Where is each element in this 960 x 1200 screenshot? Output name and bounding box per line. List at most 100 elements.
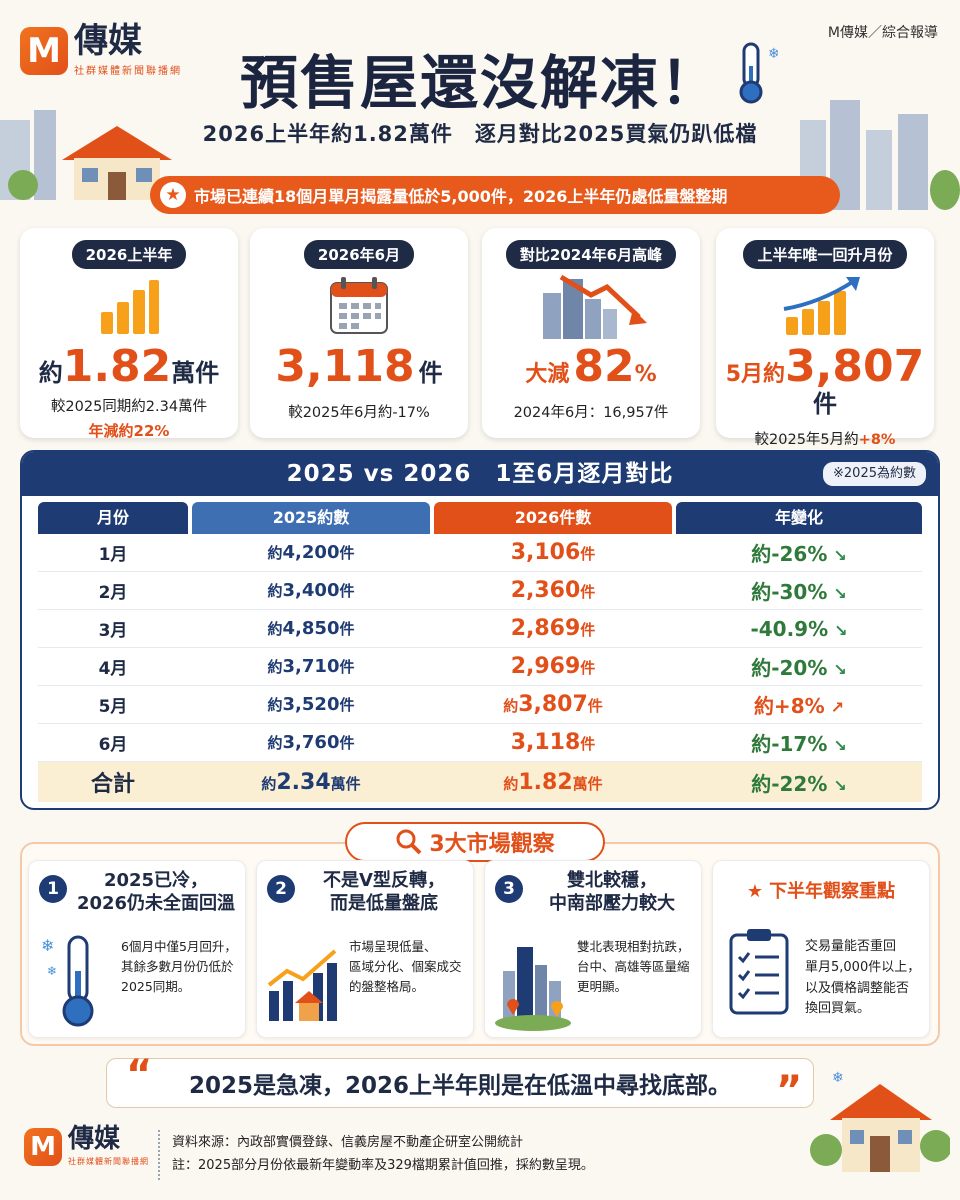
svg-text:❄: ❄ [47, 964, 57, 978]
cell-2026: 2,360件 [434, 578, 672, 603]
approx-prefix: 約 [261, 774, 277, 793]
stat-value: 82 [573, 341, 635, 392]
observation-title: 2025已冷， 2026仍未全面回溫 [73, 869, 239, 916]
footer-note-text: 註：2025部分月份依最新年變動率及329檔期累計值回推，採約數呈現。 [172, 1157, 594, 1173]
column-header-2025: 2025約數 [192, 502, 430, 534]
stat-unit: 件 [813, 390, 837, 419]
value-2026: 3,106 [510, 540, 581, 565]
stat-tag: 2026上半年 [71, 240, 187, 269]
unit: 件 [339, 620, 355, 638]
unit: 件 [339, 696, 355, 714]
observation-body: 市場呈現低量、 區域分化、個案成交 的盤整格局。 [349, 937, 465, 997]
logo-mark: M [20, 26, 68, 75]
cell-change: 約-30% ↘ [676, 576, 922, 605]
observation-body-line: 2025同期。 [121, 979, 191, 994]
cell-2026: 3,106件 [434, 540, 672, 565]
observation-title-line2: 而是低量盤底 [330, 893, 438, 915]
observation-body-line: 6個月中僅5月回升， [121, 939, 237, 954]
observation-title: 不是V型反轉， 而是低量盤底 [301, 869, 467, 916]
cell-2026: 2,869件 [434, 616, 672, 641]
observation-body-line: 雙北表現相對抗跌， [577, 939, 690, 954]
unit: 件 [580, 545, 596, 563]
observation-number: 3 [495, 875, 523, 903]
star-icon: ★ [746, 881, 764, 902]
value-2026: 3,807 [518, 692, 588, 717]
clipboard-checklist-icon [729, 929, 789, 1015]
trend-down-icon: ↘ [833, 546, 847, 565]
thermometer-icon: ❄ [739, 42, 778, 104]
focus-body-line: 換回買氣。 [805, 1001, 871, 1017]
table-title-text: 2025 vs 2026 1至6月逐月對比 [286, 461, 674, 487]
total-2025: 2.34 [276, 769, 331, 795]
unit: 件 [580, 735, 596, 753]
skyline-left [0, 110, 160, 200]
table-header: 月份 2025約數 2026件數 年變化 [22, 496, 938, 534]
thermometer-cold-icon: ❄ ❄ [41, 935, 94, 1027]
cell-total-2025: 約2.34萬件 [192, 770, 430, 795]
logo-subtitle: 社群媒體新聞聯播網 [74, 66, 182, 77]
observation-title-line1: 雙北較穩， [567, 870, 657, 891]
observation-title-line2: 2026仍未全面回溫 [76, 893, 236, 915]
cell-2026: 2,969件 [434, 654, 672, 679]
focus-title: ★ 下半年觀察重點 [713, 877, 929, 903]
stat-card-peak: 對比2024年6月高峰 大減82% 2024年6月：16,957件 [482, 228, 700, 438]
unit: 件 [580, 621, 596, 639]
focus-title-text: 下半年觀察重點 [769, 881, 896, 902]
observation-title-line2: 中南部壓力較大 [549, 893, 675, 915]
stat-value: 1.82 [62, 341, 172, 392]
observation-body: 雙北表現相對抗跌， 台中、高雄等區量縮 更明顯。 [577, 937, 693, 997]
stat-change: 年減約22% [88, 422, 170, 441]
stat-compare: 2024年6月：16,957件 [513, 405, 669, 422]
cell-2025: 約3,710件 [192, 656, 430, 677]
stat-compare-highlight: +8% [858, 431, 896, 448]
svg-text:❄: ❄ [768, 46, 778, 62]
table-row: 2月 約3,400件 2,360件 約-30% ↘ [38, 572, 922, 610]
cell-2025: 約4,850件 [192, 618, 430, 639]
cell-change: -40.9% ↘ [676, 617, 922, 641]
cell-month: 3月 [38, 616, 188, 641]
cell-2025: 約3,760件 [192, 732, 430, 753]
trend-down-icon: ↘ [833, 775, 847, 795]
table-title: 2025 vs 2026 1至6月逐月對比 ※2025為約數 [22, 452, 938, 496]
monthly-comparison-table: 2025 vs 2026 1至6月逐月對比 ※2025為約數 月份 2025約數… [20, 450, 940, 810]
observation-card-1: 1 2025已冷， 2026仍未全面回溫 ❄ ❄ 6個月中僅5月回升， 其餘多數… [28, 860, 246, 1038]
change-value: 約-17% [751, 732, 828, 756]
value-2026: 2,969 [510, 654, 581, 679]
stat-unit: 件 [418, 359, 443, 387]
svg-text:❄: ❄ [41, 936, 54, 955]
footer-logo: M 傳媒 社群媒體新聞聯播網 [24, 1126, 149, 1167]
trend-up-icon: ↗ [830, 698, 845, 717]
brand-logo: M 傳媒 社群媒體新聞聯播網 [20, 24, 182, 77]
month-label: 1月 [98, 545, 128, 565]
magnifier-icon [396, 829, 422, 855]
trend-down-icon: ↘ [833, 584, 847, 603]
table-row: 3月 約4,850件 2,869件 -40.9% ↘ [38, 610, 922, 648]
open-quote-icon: “ [126, 1052, 153, 1098]
footer-source-text: 資料來源：內政部實價登錄、信義房屋不動產企研室公開統計 [172, 1135, 524, 1150]
cell-total-label: 合計 [38, 766, 188, 798]
logo-name: 傳媒 [74, 21, 142, 61]
stat-tag: 上半年唯一回升月份 [743, 240, 907, 269]
observation-body-line: 台中、高雄等區量縮 [577, 959, 690, 974]
stat-compare: 較2025年5月約+8% [716, 428, 934, 449]
focus-body-line: 單月5,000件以上， [805, 959, 921, 975]
unit: 件 [339, 658, 355, 676]
value-2025: 3,710 [282, 656, 340, 677]
value-2025: 3,520 [282, 694, 340, 715]
house-icon: ❄ [810, 1070, 950, 1172]
approx-prefix: 約 [503, 697, 519, 715]
unit: 件 [580, 583, 596, 601]
focus-body-line: 以及價格調整能否 [805, 980, 910, 996]
approx-prefix: 約 [267, 544, 283, 562]
total-change: 約-22% [751, 771, 828, 796]
bar-chart-icon [101, 280, 159, 334]
approx-prefix: 約 [503, 774, 519, 793]
stat-value: 3,807 [785, 341, 925, 392]
stat-compare: 較2025年6月約-17% [288, 405, 430, 422]
headline-banner: ★ 市場已連續18個月單月揭露量低於5,000件，2026上半年仍處低量盤整期 [150, 176, 840, 214]
observation-body: 6個月中僅5月回升， 其餘多數月份仍低於 2025同期。 [121, 937, 237, 997]
column-header-change: 年變化 [676, 502, 922, 534]
stat-card-half-year: 2026上半年 約1.82萬件 較2025同期約2.34萬件 年減約22% [20, 228, 238, 441]
month-label: 5月 [98, 697, 128, 717]
stat-prefix: 約 [38, 359, 63, 387]
